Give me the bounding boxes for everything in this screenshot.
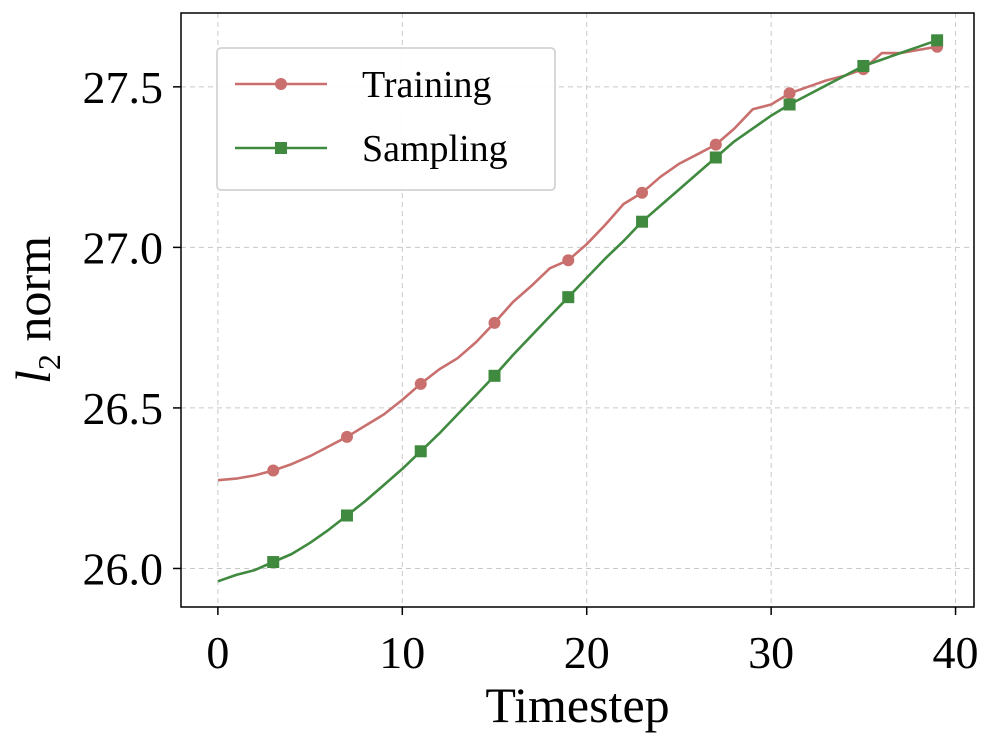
- ticks: 0 10 20 30 40 26.0 26.5 27.0 27.5: [83, 62, 979, 678]
- sampling-point: [636, 215, 649, 228]
- x-tick-label: 30: [748, 627, 794, 678]
- sampling-point: [709, 151, 722, 164]
- sampling-line: [217, 39, 938, 583]
- sampling-point: [857, 59, 870, 72]
- y-tick-label: 27.0: [83, 222, 164, 273]
- training-point: [340, 430, 353, 443]
- y-axis-label: l2 norm: [5, 236, 67, 384]
- sampling-point: [488, 369, 501, 382]
- y-axis-label-main: l: [5, 370, 61, 384]
- sampling-point: [267, 556, 280, 569]
- legend: Training Sampling: [216, 47, 556, 191]
- legend-label-training: Training: [362, 64, 492, 106]
- sampling-point: [931, 34, 944, 47]
- sampling-point: [783, 98, 796, 111]
- x-tick-label: 20: [564, 627, 610, 678]
- legend-marker-training: [275, 78, 287, 90]
- x-tick-label: 40: [933, 627, 979, 678]
- sampling-point: [414, 445, 427, 458]
- training-point: [414, 377, 427, 390]
- x-tick-label: 0: [206, 627, 229, 678]
- training-point: [267, 464, 280, 477]
- y-tick-label: 27.5: [83, 62, 164, 113]
- y-tick-label: 26.5: [83, 383, 164, 434]
- plot-frame: [180, 12, 975, 608]
- y-axis-label-subscript: 2: [31, 354, 67, 370]
- training-point: [562, 254, 575, 267]
- legend-label-sampling: Sampling: [362, 128, 508, 170]
- training-point: [783, 87, 796, 100]
- training-line: [217, 45, 938, 482]
- training-point: [709, 138, 722, 151]
- legend-item-sampling: Sampling: [235, 128, 508, 170]
- y-axis-label-rest: norm: [5, 236, 61, 354]
- x-tick-label: 10: [379, 627, 425, 678]
- x-axis-label: Timestep: [485, 677, 669, 733]
- sampling-point: [562, 291, 575, 304]
- sampling-point: [340, 509, 353, 522]
- legend-items: Training Sampling: [235, 64, 508, 170]
- y-tick-label: 26.0: [83, 543, 164, 594]
- series-layer: [217, 34, 944, 583]
- training-point: [488, 316, 501, 329]
- series-sampling: [217, 34, 944, 583]
- legend-marker-sampling: [275, 142, 287, 154]
- legend-item-training: Training: [235, 64, 492, 106]
- series-training: [217, 40, 944, 482]
- training-point: [636, 186, 649, 199]
